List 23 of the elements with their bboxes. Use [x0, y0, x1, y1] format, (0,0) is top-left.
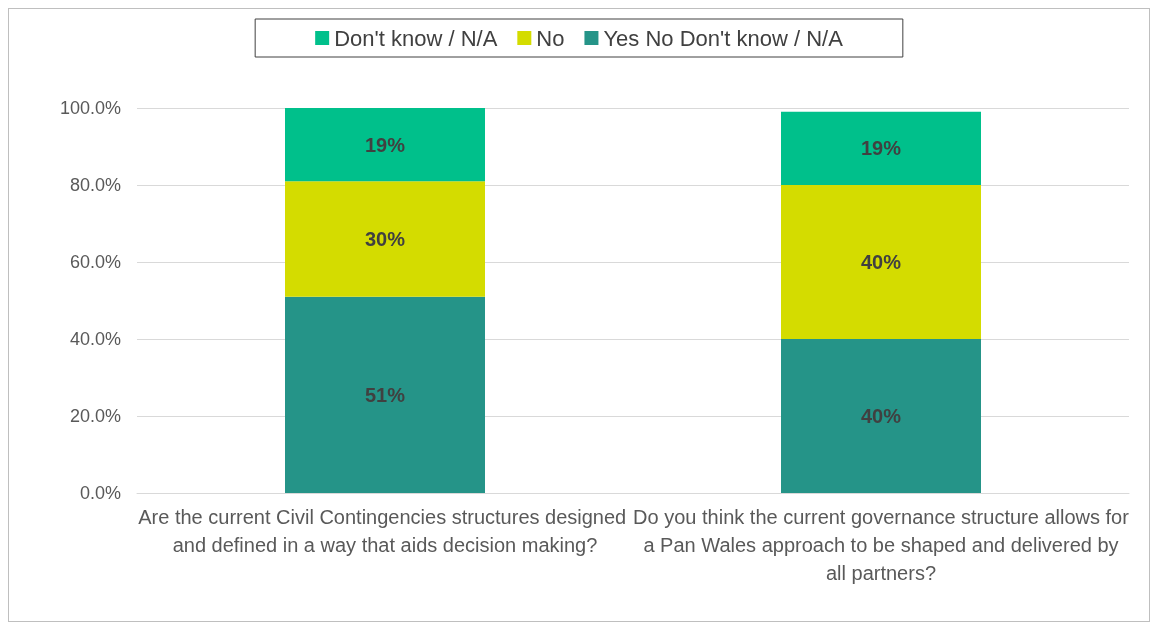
- legend-label: No: [536, 25, 565, 51]
- bar: [781, 185, 981, 339]
- y-tick-label: 80.0%: [69, 175, 121, 195]
- data-label: 51%: [364, 383, 406, 406]
- data-label: 40%: [860, 405, 902, 427]
- y-tick-label: 20.0%: [69, 406, 121, 426]
- data-label: 40%: [860, 251, 902, 273]
- data-label: 19%: [364, 133, 406, 156]
- bar: [285, 181, 485, 297]
- y-tick-label: 60.0%: [69, 252, 121, 272]
- data-label: 19%: [860, 137, 902, 160]
- bar: [285, 296, 485, 493]
- x-tick-label: Do you think the current governance structure allows for a Pan Wales approach to be shaped and delivered by all partners?: [633, 506, 1130, 584]
- y-tick-label: 0.0%: [79, 483, 121, 503]
- data-label: 30%: [364, 227, 406, 250]
- legend-label: Yes No Don't know / N/A: [603, 25, 844, 51]
- legend-label: Don't know / N/A: [334, 25, 498, 51]
- bar: [285, 108, 485, 182]
- bar: [781, 111, 981, 185]
- bar: [781, 339, 981, 493]
- y-tick-label: 100.0%: [59, 98, 121, 118]
- y-tick-label: 40.0%: [69, 329, 121, 349]
- x-tick-label: Are the current Civil Contingencies structures designed and defined in a way that aids decision making?: [138, 506, 632, 556]
